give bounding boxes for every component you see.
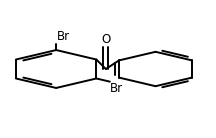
Text: Br: Br bbox=[110, 82, 123, 95]
Text: Br: Br bbox=[57, 30, 70, 43]
Text: O: O bbox=[101, 33, 110, 46]
